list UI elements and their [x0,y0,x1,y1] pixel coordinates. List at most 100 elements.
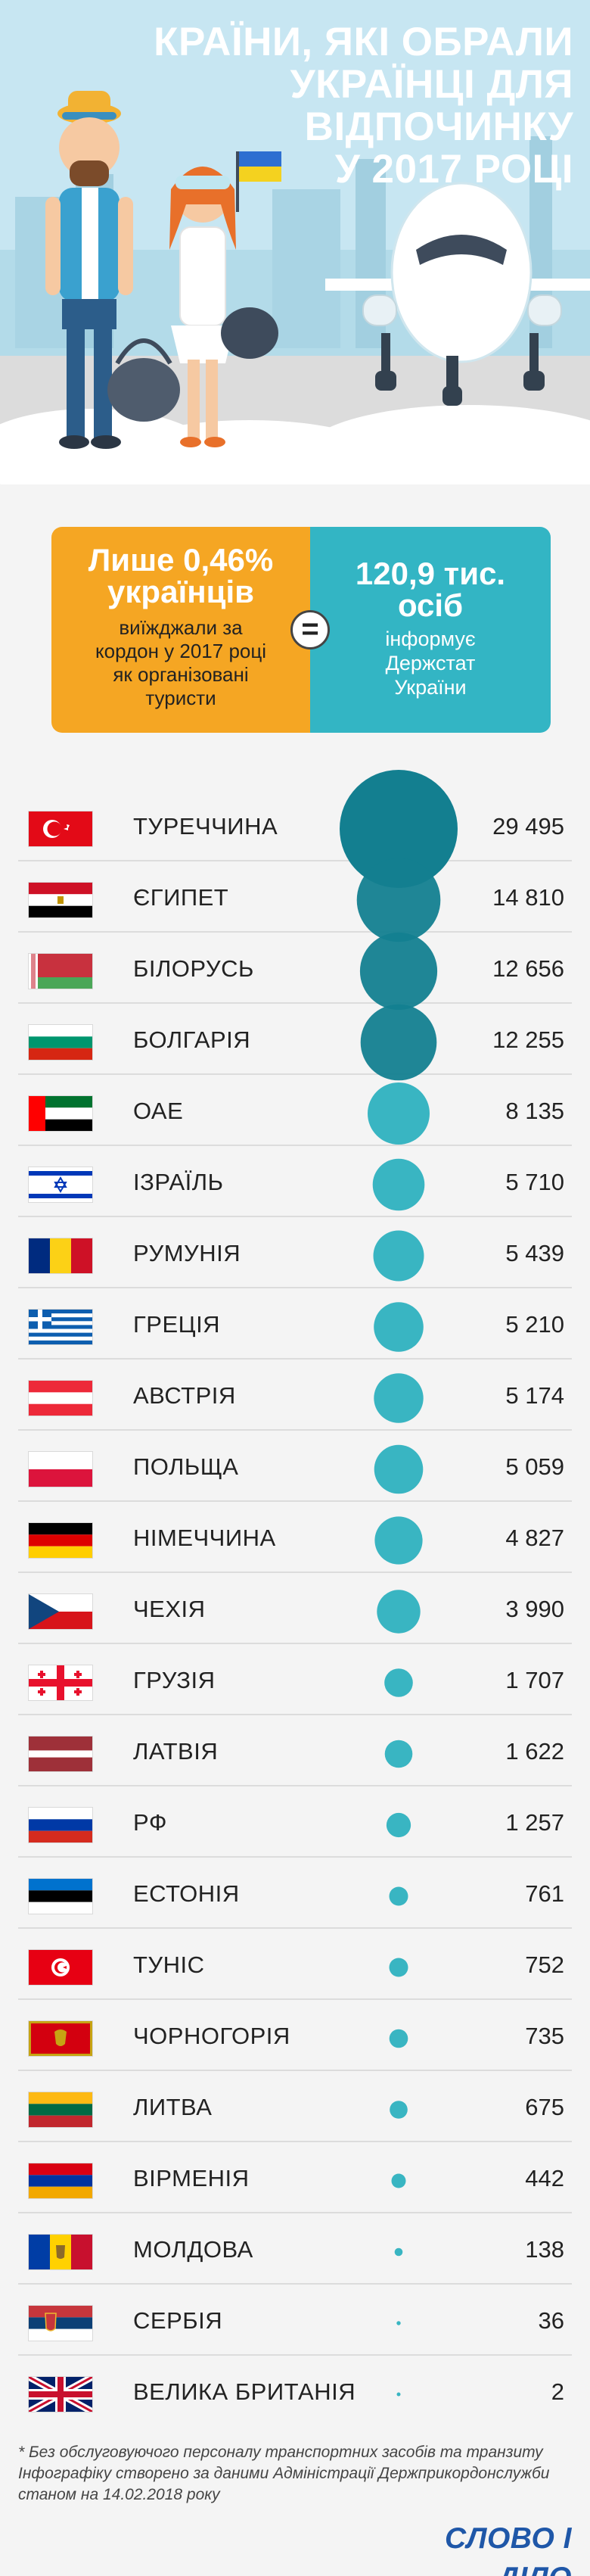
turkey-flag-icon [29,811,92,846]
country-name: ТУРЕЧЧИНА [133,813,278,839]
country-name: ЛИТВА [133,2094,213,2120]
row-divider [18,2070,572,2071]
row-divider [18,1216,572,1217]
country-row: РУМУНІЯ 5 439 [0,1217,590,1288]
serbia-flag-icon [29,2306,92,2341]
row-divider [18,1287,572,1288]
uk-flag-icon [29,2377,92,2412]
country-value: 29 495 [492,813,564,839]
share-desc-1: виїжджали за [119,616,243,639]
country-row: ВІРМЕНІЯ 442 [0,2142,590,2213]
share-value: Лише 0,46% [88,542,274,578]
hero-illustration: КРАЇНИ, ЯКІ ОБРАЛИ УКРАЇНЦІ ДЛЯ ВІДПОЧИН… [0,0,590,484]
country-row: ІЗРАЇЛЬ 5 710 [0,1146,590,1217]
page-title: КРАЇНИ, ЯКІ ОБРАЛИ УКРАЇНЦІ ДЛЯ ВІДПОЧИН… [45,21,590,191]
armenia-flag-icon [29,2163,92,2198]
country-value: 138 [525,2236,564,2263]
source-line-1: інформує [385,628,476,650]
row-divider [18,2354,572,2356]
country-row: ТУРЕЧЧИНА 29 495 [0,790,590,861]
country-row: ТУНІС 752 [0,1929,590,2000]
country-value: 4 827 [505,1525,564,1551]
share-desc-2: кордон у 2017 році [95,640,267,662]
share-desc-3: як організовані [113,663,249,686]
moldova-flag-icon [29,2235,92,2269]
bulgaria-flag-icon [29,1025,92,1060]
poland-flag-icon [29,1452,92,1487]
country-name: ВЕЛИКА БРИТАНІЯ [133,2378,356,2405]
row-divider [18,1073,572,1075]
country-row: БІЛОРУСЬ 12 656 [0,933,590,1004]
belarus-flag-icon [29,954,92,989]
country-row: ЕСТОНІЯ 761 [0,1858,590,1929]
country-name: МОЛДОВА [133,2236,253,2263]
tourists-unit: осіб [397,587,464,623]
country-row: ЛАТВІЯ 1 622 [0,1715,590,1786]
footnote-1: * Без обслуговуючого персоналу транспорт… [18,2444,543,2461]
country-value: 5 210 [505,1311,564,1338]
country-name: НІМЕЧЧИНА [133,1525,276,1551]
country-value: 14 810 [492,884,564,911]
row-divider [18,1145,572,1146]
country-value: 761 [525,1880,564,1907]
country-value: 675 [525,2094,564,2120]
country-row: ГРУЗІЯ 1 707 [0,1644,590,1715]
country-row: АВСТРІЯ 5 174 [0,1360,590,1431]
equals-icon: = [290,610,330,649]
country-name: ГРУЗІЯ [133,1667,216,1693]
row-divider [18,1500,572,1502]
info-box: Лише 0,46% українців виїжджали за кордон… [51,527,551,733]
uae-flag-icon [29,1096,92,1131]
country-row: ЛИТВА 675 [0,2071,590,2142]
source-line-2: Держстат [385,652,476,674]
czechia-flag-icon [29,1594,92,1629]
georgia-flag-icon [29,1665,92,1700]
country-row: БОЛГАРІЯ 12 255 [0,1004,590,1075]
israel-flag-icon [29,1167,92,1202]
estonia-flag-icon [29,1879,92,1914]
footer: * Без обслуговуючого персоналу транспорт… [0,2431,590,2576]
country-row: ОАЕ 8 135 [0,1075,590,1146]
country-name: ПОЛЬЩА [133,1453,239,1480]
country-value: 12 656 [492,955,564,982]
country-value: 36 [538,2307,564,2334]
row-divider [18,2141,572,2142]
footnote-2: Інфографіку створено за даними Адміністр… [18,2465,550,2482]
germany-flag-icon [29,1523,92,1558]
country-value: 2 [551,2378,564,2405]
country-name: ЛАТВІЯ [133,1738,219,1765]
country-value: 5 439 [505,1240,564,1266]
info-right-panel: 120,9 тис. осіб інформує Держстат Україн… [310,527,551,733]
country-name: ЄГИПЕТ [133,884,229,911]
romania-flag-icon [29,1238,92,1273]
row-divider [18,1358,572,1360]
country-value: 1 622 [505,1738,564,1765]
country-name: ЧЕХІЯ [133,1596,206,1622]
montenegro-flag-icon [29,2021,92,2056]
row-divider [18,1785,572,1786]
title-line-3: У 2017 РОЦІ [334,147,573,192]
country-row: ЄГИПЕТ 14 810 [0,861,590,933]
country-name: ЧОРНОГОРІЯ [133,2023,290,2049]
country-row: ЧЕХІЯ 3 990 [0,1573,590,1644]
row-divider [18,931,572,933]
country-name: СЕРБІЯ [133,2307,223,2334]
country-value: 3 990 [505,1596,564,1622]
row-divider [18,1856,572,1858]
country-name: ВІРМЕНІЯ [133,2165,250,2191]
country-value: 1 707 [505,1667,564,1693]
country-row: СЕРБІЯ 36 [0,2285,590,2356]
greece-flag-icon [29,1310,92,1344]
country-value: 442 [525,2165,564,2191]
row-divider [18,1714,572,1715]
country-name: ТУНІС [133,1951,205,1978]
country-name: ІЗРАЇЛЬ [133,1169,224,1195]
country-row: ВЕЛИКА БРИТАНІЯ 2 [0,2356,590,2427]
country-name: РФ [133,1809,167,1836]
egypt-flag-icon [29,883,92,917]
title-line-1: КРАЇНИ, ЯКІ ОБРАЛИ [154,20,573,64]
country-name: БІЛОРУСЬ [133,955,254,982]
country-name: РУМУНІЯ [133,1240,241,1266]
austria-flag-icon [29,1381,92,1416]
country-value: 8 135 [505,1098,564,1124]
